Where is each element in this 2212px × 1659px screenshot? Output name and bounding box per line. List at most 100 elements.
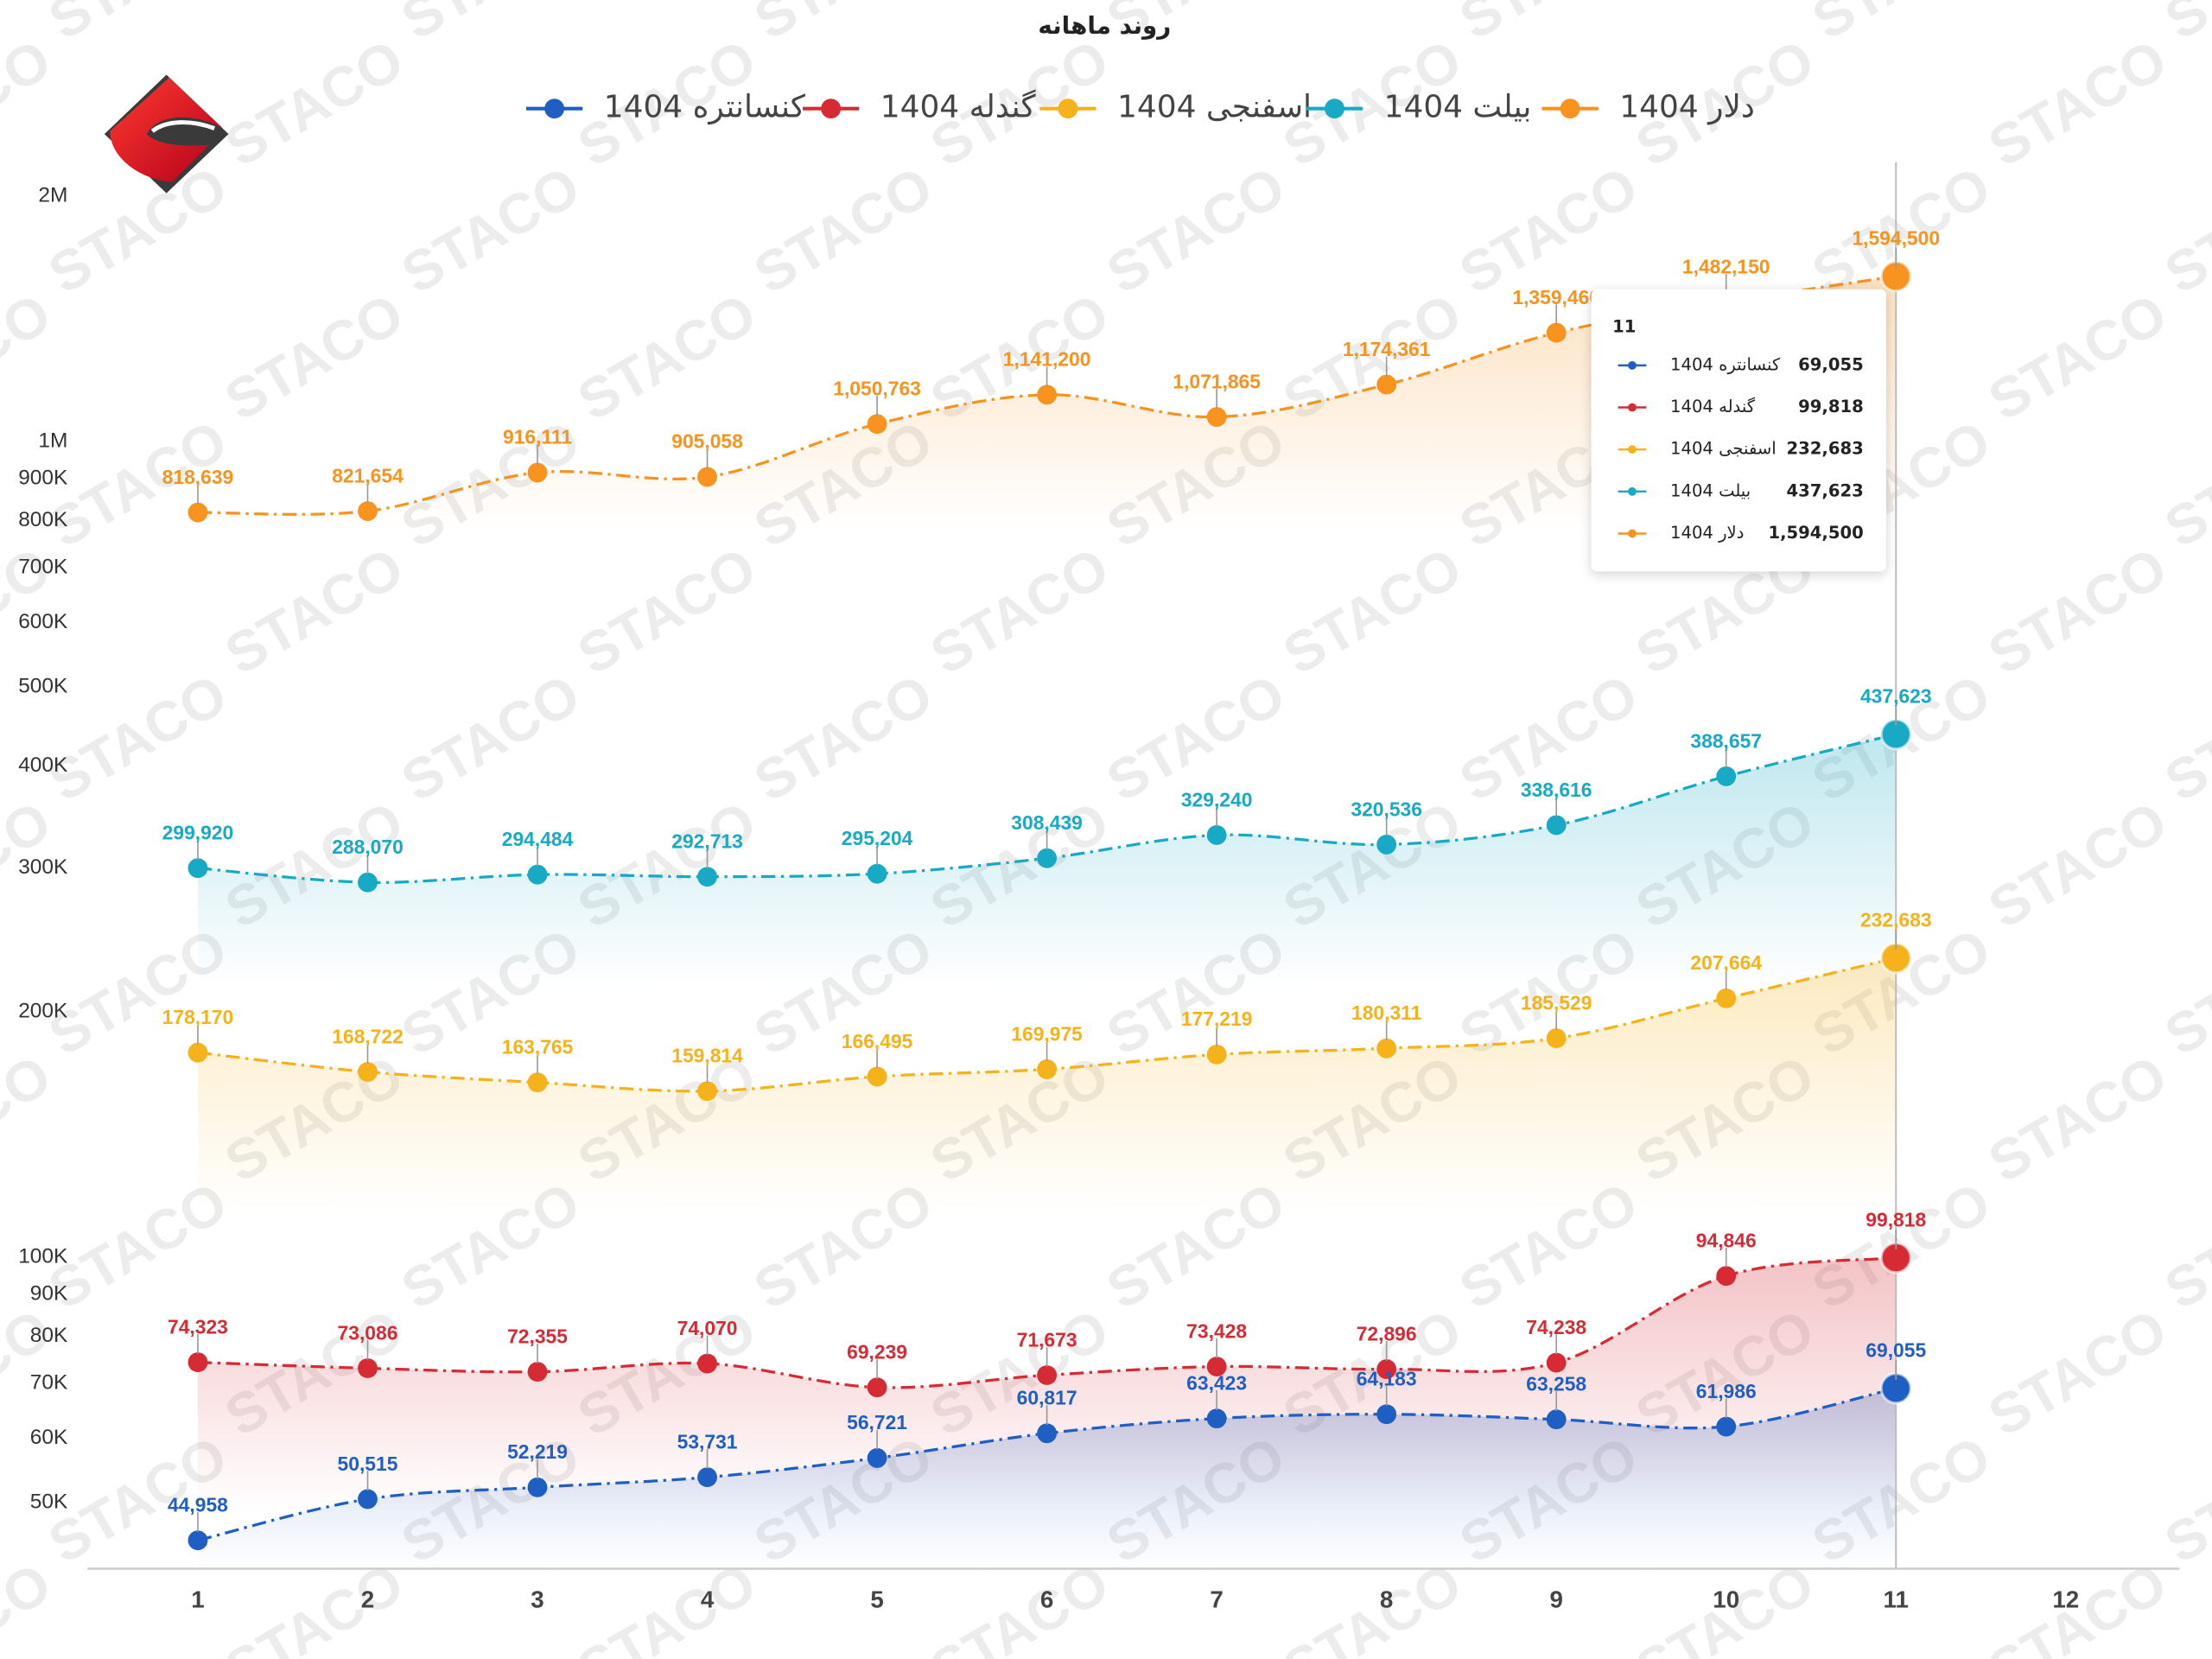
- value-label: 437,623: [1860, 684, 1932, 707]
- y-tick-label: 700K: [18, 556, 68, 579]
- axes: 50K 60K 70K 80K 90K 100K 200K 300K 400K 500K 600K 7…: [18, 162, 2180, 1612]
- y-tick-label: 400K: [18, 753, 68, 777]
- value-label: 52,219: [507, 1440, 568, 1463]
- x-tick-label: 6: [1040, 1586, 1053, 1612]
- value-label: 168,722: [332, 1025, 404, 1047]
- value-label: 338,616: [1521, 779, 1592, 801]
- watermark: STACO: [1449, 155, 1648, 306]
- value-label: 288,070: [332, 836, 404, 858]
- chart-title: روند ماهانه: [1038, 11, 1171, 40]
- point: [1206, 1357, 1227, 1377]
- watermark: STACO: [2154, 662, 2212, 813]
- watermark: STACO: [568, 535, 766, 686]
- watermark: STACO: [1449, 0, 1648, 52]
- y-tick-label: 1M: [38, 429, 67, 452]
- value-label: 64,183: [1357, 1368, 1417, 1390]
- value-label: 60,817: [1017, 1387, 1077, 1409]
- point: [1206, 825, 1227, 845]
- tooltip-value: 437,623: [1787, 480, 1864, 500]
- point: [697, 1353, 717, 1374]
- watermark: STACO: [744, 155, 943, 306]
- x-tick-label: 10: [1713, 1586, 1739, 1612]
- watermark: STACO: [215, 535, 414, 686]
- tooltip-marker: [1628, 445, 1637, 454]
- value-label: 72,355: [507, 1325, 568, 1347]
- point: [1206, 1408, 1227, 1429]
- value-label: 329,240: [1181, 788, 1253, 810]
- value-label: 1,050,763: [833, 378, 921, 400]
- x-tick-label: 2: [361, 1586, 374, 1612]
- watermark: STACO: [2154, 916, 2212, 1067]
- legend-label: اسفنجی 1404: [1117, 90, 1312, 125]
- point: [867, 1447, 887, 1468]
- legend-marker: [1058, 99, 1078, 119]
- y-tick-label: 300K: [18, 855, 68, 879]
- point: [1206, 407, 1227, 427]
- tooltip-marker: [1628, 403, 1637, 412]
- value-label: 159,814: [671, 1045, 743, 1067]
- point: [867, 1066, 887, 1087]
- value-label: 73,086: [338, 1321, 398, 1344]
- y-tick-label: 800K: [18, 508, 68, 531]
- legend-label: گندله 1404: [880, 89, 1037, 125]
- point: [188, 858, 208, 879]
- watermark: STACO: [1978, 28, 2177, 179]
- tooltip-title: 11: [1612, 316, 1636, 336]
- value-label: 74,070: [677, 1317, 738, 1339]
- watermark: STACO: [38, 0, 237, 52]
- value-label: 1,482,150: [1682, 256, 1770, 278]
- value-label: 163,765: [502, 1036, 574, 1058]
- point: [867, 1377, 887, 1398]
- value-label: 308,439: [1011, 811, 1083, 834]
- area: [197, 957, 1897, 1212]
- point: [1376, 1404, 1397, 1425]
- watermark: STACO: [1978, 1297, 2177, 1448]
- value-label: 185,529: [1521, 991, 1592, 1014]
- watermark: STACO: [0, 1551, 61, 1659]
- y-tick-label: 100K: [18, 1244, 68, 1268]
- legend-label: کنسانتره 1404: [604, 90, 806, 125]
- value-label: 1,359,460: [1512, 286, 1600, 308]
- watermark: STACO: [744, 0, 943, 52]
- point: [1037, 1423, 1058, 1444]
- watermark: STACO: [1978, 1043, 2177, 1194]
- tooltip-marker: [1628, 486, 1637, 496]
- value-label: 94,846: [1696, 1230, 1757, 1252]
- point: [188, 1530, 208, 1551]
- point: [697, 1467, 717, 1488]
- point: [1716, 988, 1737, 1008]
- tooltip-marker: [1628, 529, 1637, 538]
- point: [1546, 322, 1567, 343]
- x-tick-label: 8: [1380, 1586, 1393, 1612]
- value-label: 821,654: [332, 464, 404, 486]
- tooltip-name: کنسانتره 1404: [1670, 354, 1781, 374]
- value-label: 294,484: [502, 828, 574, 850]
- point: [867, 414, 887, 435]
- value-label: 1,071,865: [1173, 370, 1261, 392]
- value-label: 320,536: [1351, 798, 1422, 820]
- watermark: STACO: [38, 662, 237, 813]
- watermark: STACO: [1978, 535, 2177, 686]
- point: [358, 1358, 378, 1378]
- legend-marker: [821, 99, 842, 119]
- y-tick-label: 90K: [30, 1282, 68, 1306]
- value-label: 69,239: [847, 1341, 907, 1363]
- value-label: 61,986: [1696, 1380, 1757, 1402]
- watermark: STACO: [744, 662, 943, 813]
- point: [1546, 1352, 1567, 1373]
- watermark: STACO: [2154, 155, 2212, 306]
- point: [1546, 815, 1567, 836]
- y-tick-label: 600K: [18, 610, 68, 633]
- value-label: 299,920: [162, 822, 234, 844]
- watermark: STACO: [1273, 535, 1471, 686]
- value-label: 56,721: [847, 1411, 907, 1433]
- point: [1037, 848, 1058, 868]
- y-tick-label: 50K: [30, 1491, 68, 1514]
- point: [697, 467, 717, 487]
- point: [188, 502, 208, 523]
- tooltip-name: گندله 1404: [1670, 397, 1756, 416]
- point: [1376, 834, 1397, 855]
- value-label: 74,238: [1526, 1316, 1586, 1338]
- point: [358, 1489, 378, 1510]
